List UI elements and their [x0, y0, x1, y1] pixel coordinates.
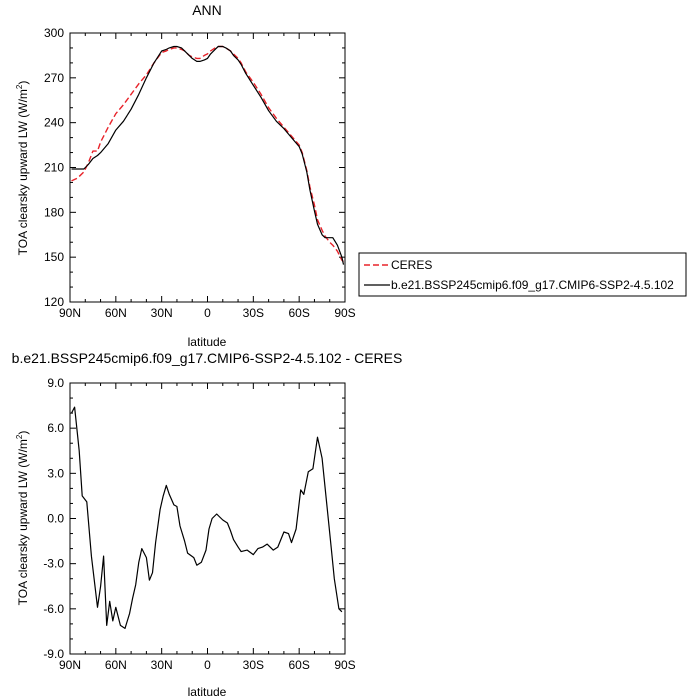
- y-axis-label-superscript: 2: [15, 84, 24, 89]
- y-tick-label: 0.0: [47, 512, 64, 526]
- x-tick-label: 0: [204, 658, 211, 672]
- y-tick-label: 150: [44, 250, 64, 264]
- y-tick-label: 120: [44, 295, 64, 309]
- x-tick-label: 90N: [59, 658, 81, 672]
- axis-ticks: 90N 60N 30N 0 30S 60S 90S 120 150 180 210 240 270 300: [44, 26, 356, 320]
- x-tick-label: 90S: [334, 306, 355, 320]
- x-tick-label: 90N: [59, 306, 81, 320]
- series-line-b-e21-bssp245cmip6-f09-g17-cmip6-ssp2-4-5-102: [71, 45, 345, 265]
- chart-title: b.e21.BSSP245cmip6.f09_g17.CMIP6-SSP2-4.…: [12, 350, 403, 366]
- bottom-difference-chart: b.e21.BSSP245cmip6.f09_g17.CMIP6-SSP2-4.…: [12, 350, 403, 699]
- y-tick-label: 3.0: [47, 466, 64, 480]
- series-lines: [71, 45, 345, 265]
- x-tick-label: 60N: [105, 658, 127, 672]
- x-axis-label: latitude: [188, 335, 227, 349]
- y-tick-label: -3.0: [43, 557, 64, 571]
- x-tick-label: 30S: [243, 658, 264, 672]
- series-line-difference: [70, 406, 343, 630]
- y-tick-label: 270: [44, 71, 64, 85]
- x-tick-label: 90S: [334, 658, 355, 672]
- y-axis-label-close: ): [16, 431, 30, 435]
- y-axis-label: TOA clearsky upward LW (W/m2): [15, 431, 30, 606]
- x-tick-label: 30S: [243, 306, 264, 320]
- x-tick-label: 0: [204, 306, 211, 320]
- y-axis-label-text: TOA clearsky upward LW (W/m: [16, 89, 30, 255]
- y-axis-label-superscript: 2: [15, 434, 24, 439]
- x-tick-label: 60S: [288, 658, 309, 672]
- y-tick-label: 9.0: [47, 376, 64, 390]
- x-tick-label: 60N: [105, 306, 127, 320]
- legend-box: [358, 252, 687, 297]
- plot-frame: [69, 382, 346, 655]
- y-axis-label-close: ): [16, 81, 30, 85]
- x-tick-label: 30N: [151, 306, 173, 320]
- y-tick-label: 6.0: [47, 421, 64, 435]
- y-tick-label: 240: [44, 116, 64, 130]
- series-lines: [70, 406, 343, 630]
- chart-title: ANN: [192, 2, 222, 18]
- y-tick-label: 180: [44, 205, 64, 219]
- x-axis-label: latitude: [188, 685, 227, 699]
- legend-label-ceres: CERES: [391, 258, 432, 272]
- y-tick-label: -9.0: [43, 647, 64, 661]
- legend: CERES b.e21.BSSP245cmip6.f09_g17.CMIP6-S…: [358, 252, 687, 297]
- y-axis-label-text: TOA clearsky upward LW (W/m: [16, 439, 30, 605]
- y-axis-label: TOA clearsky upward LW (W/m2): [15, 81, 30, 256]
- x-tick-label: 30N: [151, 658, 173, 672]
- y-tick-label: 210: [44, 161, 64, 175]
- x-tick-label: 60S: [288, 306, 309, 320]
- y-tick-label: 300: [44, 26, 64, 40]
- axis-ticks: 90N 60N 30N 0 30S 60S 90S -9.0 -6.0 -3.0 0.0 3.0 6.0…: [43, 376, 355, 672]
- plot-frame: [69, 32, 346, 303]
- legend-label-model: b.e21.BSSP245cmip6.f09_g17.CMIP6-SSP2-4.…: [391, 278, 674, 292]
- y-tick-label: -6.0: [43, 602, 64, 616]
- top-line-chart: ANN 90N 60N 30N 0 30S 60S 90S 120 150 180 210 240 27…: [15, 2, 356, 349]
